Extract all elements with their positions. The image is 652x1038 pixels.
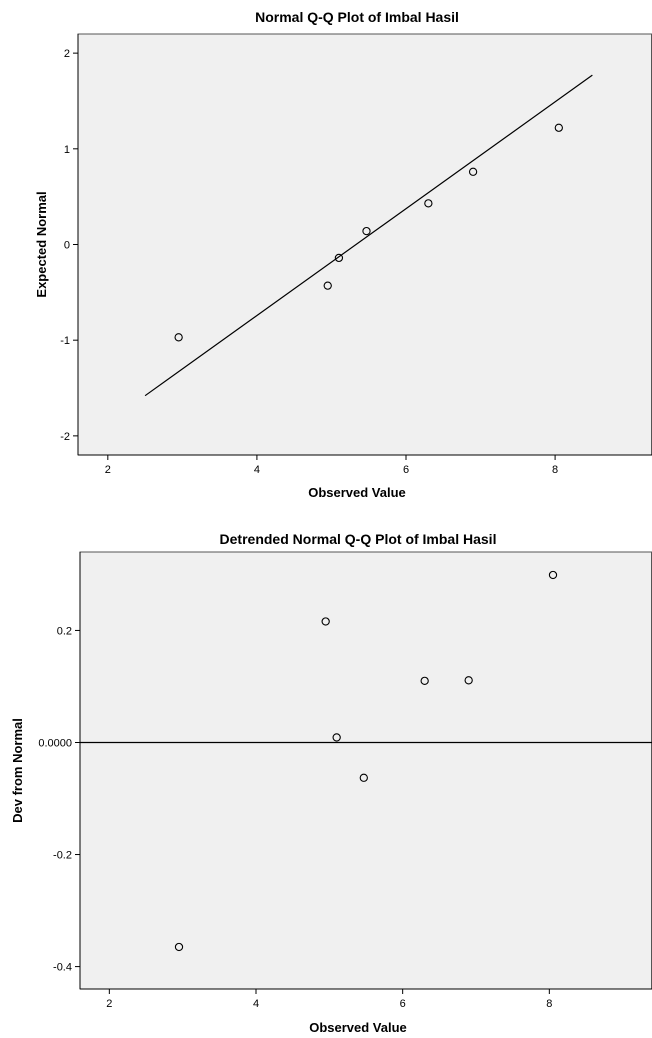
qq-chart-title: Normal Q-Q Plot of Imbal Hasil	[255, 9, 459, 25]
qq-plot-area	[77, 33, 652, 456]
qq-data-point	[323, 281, 332, 290]
qq-y-tick-label: -2	[60, 431, 70, 443]
detrended-data-point	[321, 617, 330, 626]
qq-x-tick-label: 2	[105, 464, 111, 476]
qq-x-tick-label: 4	[254, 464, 260, 476]
detrended-data-point	[332, 733, 341, 742]
qq-data-point	[468, 167, 478, 176]
detrended-data-point	[174, 942, 184, 952]
qq-data-point	[554, 123, 563, 132]
qq-data-point	[362, 226, 371, 236]
qq-y-tick-label: 0	[64, 240, 70, 252]
qq-y-tick-label: 1	[64, 144, 70, 156]
detrended-y-tick-label: 0.0000	[38, 737, 72, 749]
qq-data-point	[334, 253, 344, 263]
detrended-x-tick-label: 6	[400, 998, 406, 1010]
qq-x-tick-label: 8	[552, 464, 558, 476]
qq-reference-line	[144, 74, 593, 397]
qq-x-axis-label: Observed Value	[308, 485, 406, 500]
qq-data-point	[174, 333, 183, 342]
qq-y-tick-label: -1	[60, 335, 70, 347]
detrended-chart-title: Detrended Normal Q-Q Plot of Imbal Hasil	[220, 531, 497, 547]
detrended-data-point	[359, 773, 368, 782]
detrended-y-axis-label: Dev from Normal	[10, 718, 25, 823]
detrended-y-tick-label: -0.2	[53, 850, 72, 862]
qq-x-tick-label: 6	[403, 464, 409, 476]
detrended-data-point	[464, 676, 473, 685]
qq-data-point	[424, 199, 433, 208]
qq-y-tick-label: 2	[64, 48, 70, 60]
detrended-data-point	[420, 676, 429, 686]
qq-y-axis-label: Expected Normal	[34, 191, 49, 297]
detrended-x-axis-label: Observed Value	[309, 1020, 407, 1035]
detrended-x-tick-label: 8	[546, 998, 552, 1010]
detrended-data-point	[548, 570, 558, 580]
detrended-y-tick-label: -0.4	[53, 962, 72, 974]
detrended-x-tick-label: 2	[106, 998, 112, 1010]
detrended-x-tick-label: 4	[253, 998, 259, 1010]
detrended-y-tick-label: 0.2	[57, 625, 72, 637]
detrended-plot-area	[79, 551, 652, 990]
